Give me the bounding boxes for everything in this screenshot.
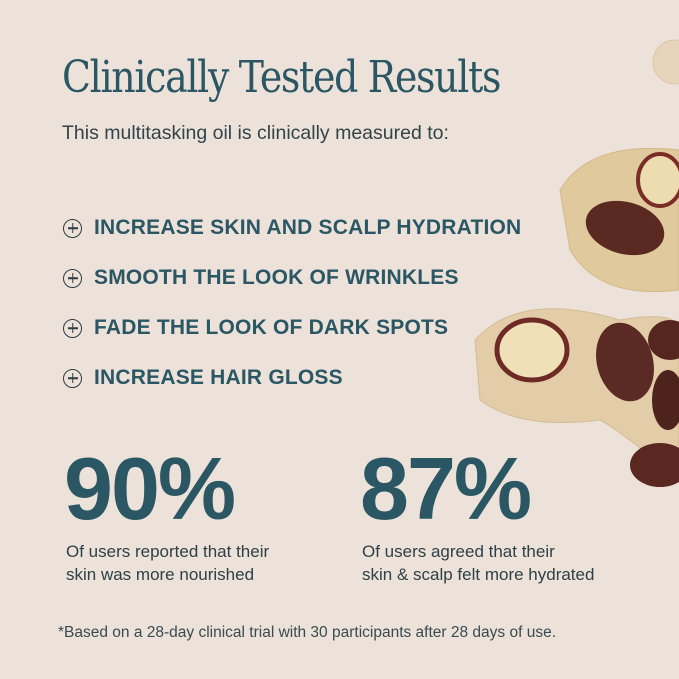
benefit-label: INCREASE SKIN AND SCALP HYDRATION xyxy=(94,216,522,239)
benefit-label: INCREASE HAIR GLOSS xyxy=(94,366,343,389)
benefit-item: INCREASE HAIR GLOSS xyxy=(63,366,343,390)
stat-line: Of users agreed that their xyxy=(362,542,555,561)
stat-line: skin & scalp felt more hydrated xyxy=(362,565,595,584)
footnote: *Based on a 28-day clinical trial with 3… xyxy=(58,624,556,641)
plus-circle-icon xyxy=(63,268,82,288)
benefit-label: SMOOTH THE LOOK OF WRINKLES xyxy=(94,266,459,289)
plus-circle-icon xyxy=(63,218,82,238)
stat-line: Of users reported that their xyxy=(66,542,270,561)
subtitle: This multitasking oil is clinically meas… xyxy=(62,122,449,144)
stat-value-hydrated: 87% xyxy=(360,439,532,538)
benefit-label: FADE THE LOOK OF DARK SPOTS xyxy=(94,316,449,339)
plus-circle-icon xyxy=(63,318,82,338)
benefit-item: FADE THE LOOK OF DARK SPOTS xyxy=(63,316,448,340)
benefit-item: INCREASE SKIN AND SCALP HYDRATION xyxy=(63,216,521,240)
page-title: Clinically Tested Results xyxy=(62,52,501,103)
benefit-item: SMOOTH THE LOOK OF WRINKLES xyxy=(63,266,459,290)
stat-description-nourished: Of users reported that their skin was mo… xyxy=(66,540,269,586)
plus-circle-icon xyxy=(63,368,82,388)
stat-description-hydrated: Of users agreed that their skin & scalp … xyxy=(362,540,594,586)
stat-line: skin was more nourished xyxy=(66,565,255,584)
stat-value-nourished: 90% xyxy=(64,439,236,538)
